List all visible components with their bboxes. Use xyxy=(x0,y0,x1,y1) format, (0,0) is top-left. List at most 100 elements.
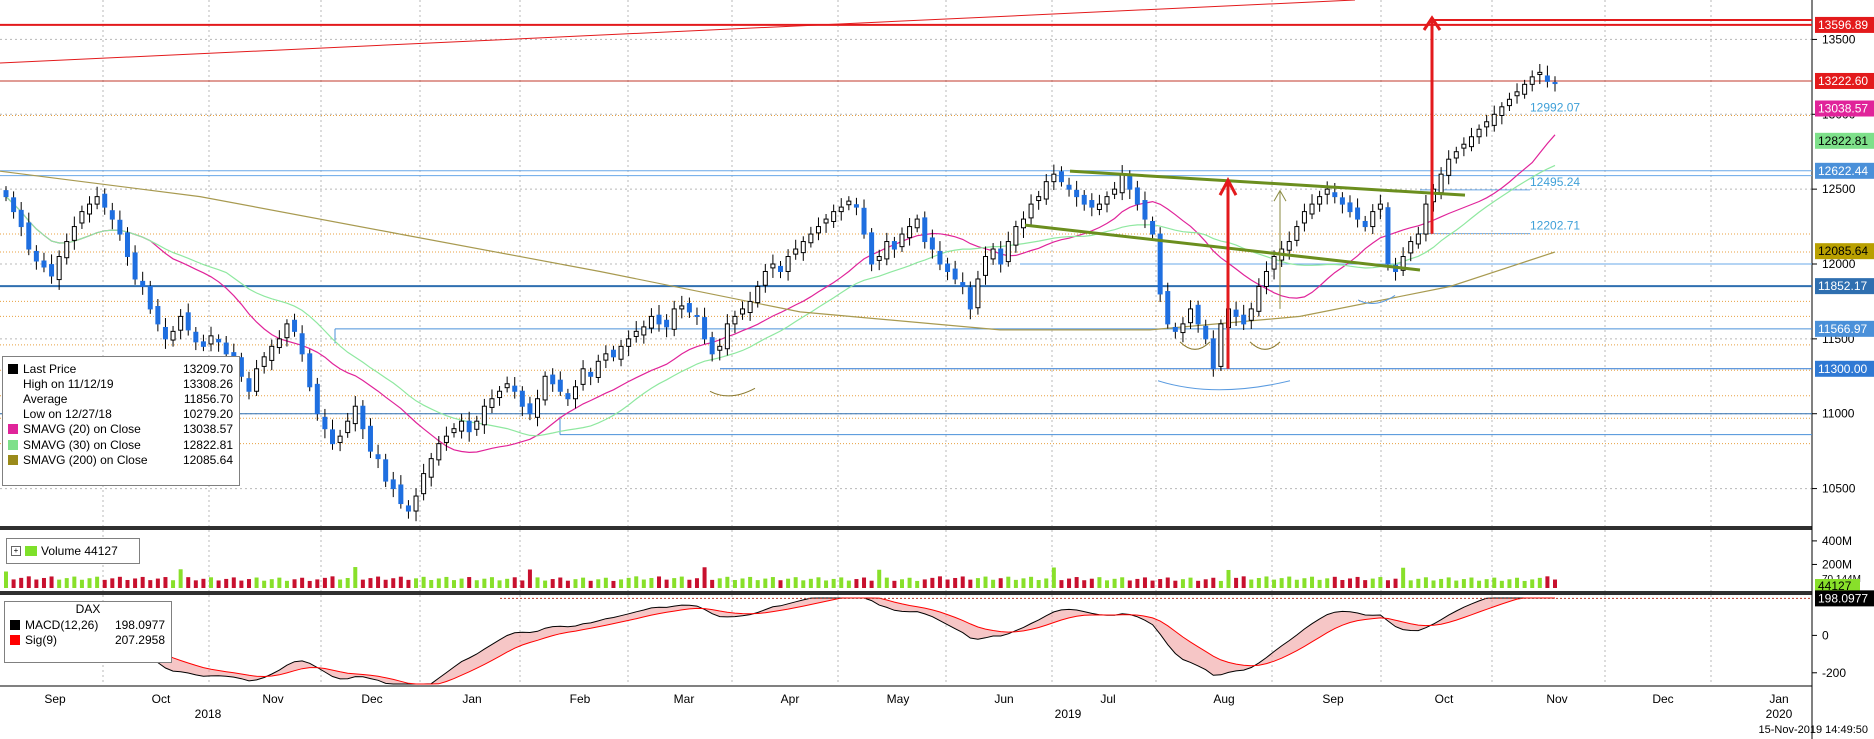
price-level-badge: 12085.64 xyxy=(1815,243,1874,260)
volume-bar xyxy=(1112,578,1117,588)
volume-bar xyxy=(102,579,107,588)
volume-bar xyxy=(1340,579,1345,588)
volume-bar xyxy=(1067,578,1072,588)
price-badge-label: 13596.89 xyxy=(1818,18,1868,32)
volume-bar xyxy=(527,569,532,588)
month-label: Apr xyxy=(781,692,800,706)
volume-bar xyxy=(1089,578,1094,588)
price-level-badge: 12822.81 xyxy=(1815,132,1874,149)
candle-body xyxy=(1104,196,1110,205)
candle-body xyxy=(1423,203,1429,235)
candle-body xyxy=(929,237,935,250)
candle-body xyxy=(664,319,670,328)
volume-bar xyxy=(588,580,593,588)
candle-body xyxy=(983,256,989,276)
month-label: Dec xyxy=(361,692,382,706)
candle-body xyxy=(1058,171,1064,183)
legend-value: 11856.70 xyxy=(183,391,233,406)
candle-body xyxy=(580,368,586,385)
legend-value: 207.2958 xyxy=(114,632,165,647)
volume-bar xyxy=(1158,579,1163,588)
month-label: Nov xyxy=(262,692,283,706)
legend-swatch xyxy=(8,363,18,374)
candle-body xyxy=(861,207,867,235)
volume-bar xyxy=(657,576,662,588)
candle-body xyxy=(732,315,738,325)
candle-body xyxy=(1134,187,1140,205)
volume-badge-label: 44127 xyxy=(1818,579,1852,593)
candle-body xyxy=(79,211,85,224)
candle-body xyxy=(497,390,503,399)
candle-body xyxy=(1028,203,1034,219)
volume-bar xyxy=(831,578,836,588)
volume-bar xyxy=(300,577,305,588)
volume-bar xyxy=(550,579,555,588)
volume-bar xyxy=(1408,580,1413,588)
candle-body xyxy=(102,193,108,208)
candle-body xyxy=(330,429,336,445)
price-level-badge: 12622.44 xyxy=(1815,162,1874,179)
volume-bar xyxy=(520,580,525,588)
candle-body xyxy=(1362,220,1368,228)
expand-icon[interactable]: + xyxy=(11,546,21,556)
candle-body xyxy=(641,326,647,336)
candle-body xyxy=(694,315,700,318)
candle-body xyxy=(891,241,897,250)
volume-bar xyxy=(1454,580,1459,588)
candle-body xyxy=(1377,203,1383,210)
candle-body xyxy=(998,248,1004,265)
volume-badge-bg xyxy=(1815,579,1860,593)
volume-bar xyxy=(778,580,783,588)
candle-body xyxy=(178,315,184,331)
volume-bar xyxy=(1211,577,1216,588)
volume-bar xyxy=(808,578,813,588)
month-label: Aug xyxy=(1213,692,1234,706)
volume-bar xyxy=(254,577,259,588)
candle-body xyxy=(428,458,434,478)
candle-body xyxy=(1301,211,1307,224)
macd-tick-label: 0 xyxy=(1822,628,1829,642)
volume-bar xyxy=(1446,577,1451,588)
volume-bar xyxy=(1120,577,1125,588)
candle-body xyxy=(41,260,47,268)
price-axis: 1050011000115001200012500130001350013596… xyxy=(1812,16,1874,496)
volume-bar xyxy=(436,578,441,588)
candle-body xyxy=(1355,207,1361,220)
volume-bar xyxy=(975,578,980,588)
volume-bar xyxy=(140,576,145,588)
legend-entry: SMAVG (20) on Close 13038.57 xyxy=(3,422,239,437)
volume-bar xyxy=(732,579,737,588)
time-axis: Sep Oct Nov Dec Jan Feb Mar Apr May Jun Jul Aug Sep O… xyxy=(0,685,1868,736)
candle-body xyxy=(1453,151,1459,159)
legend-swatch xyxy=(8,394,18,404)
candle-body xyxy=(299,333,305,355)
legend-label: SMAVG (30) on Close xyxy=(23,437,141,452)
volume-bar xyxy=(1036,579,1041,588)
volume-bar xyxy=(922,579,927,588)
candle-body xyxy=(853,204,859,208)
candle-body xyxy=(1081,194,1087,205)
candle-body xyxy=(823,218,829,224)
candle-body xyxy=(1043,181,1049,200)
volume-bar xyxy=(862,577,867,588)
volume-bar xyxy=(543,580,548,588)
legend-entry: Low on 12/27/18 10279.20 xyxy=(3,407,239,422)
candle-body xyxy=(87,203,93,215)
candle-body xyxy=(724,323,730,350)
volume-bar xyxy=(786,578,791,588)
volume-bar xyxy=(1553,579,1557,588)
volume-bar xyxy=(497,580,502,588)
candle-body xyxy=(770,263,776,269)
candle-body xyxy=(109,210,115,220)
price-legend: Last Price 13209.70 High on 11/12/19 13308.… xyxy=(2,356,240,486)
candle-body xyxy=(1241,314,1247,325)
candle-body xyxy=(352,405,358,425)
volume-tick-label: 400M xyxy=(1822,534,1852,548)
volume-bar xyxy=(687,579,692,588)
volume-bar xyxy=(535,577,540,588)
price-badge-bg xyxy=(1815,100,1874,117)
volume-bar xyxy=(694,578,699,588)
candle-body xyxy=(1142,200,1148,220)
candle-body xyxy=(94,196,100,205)
